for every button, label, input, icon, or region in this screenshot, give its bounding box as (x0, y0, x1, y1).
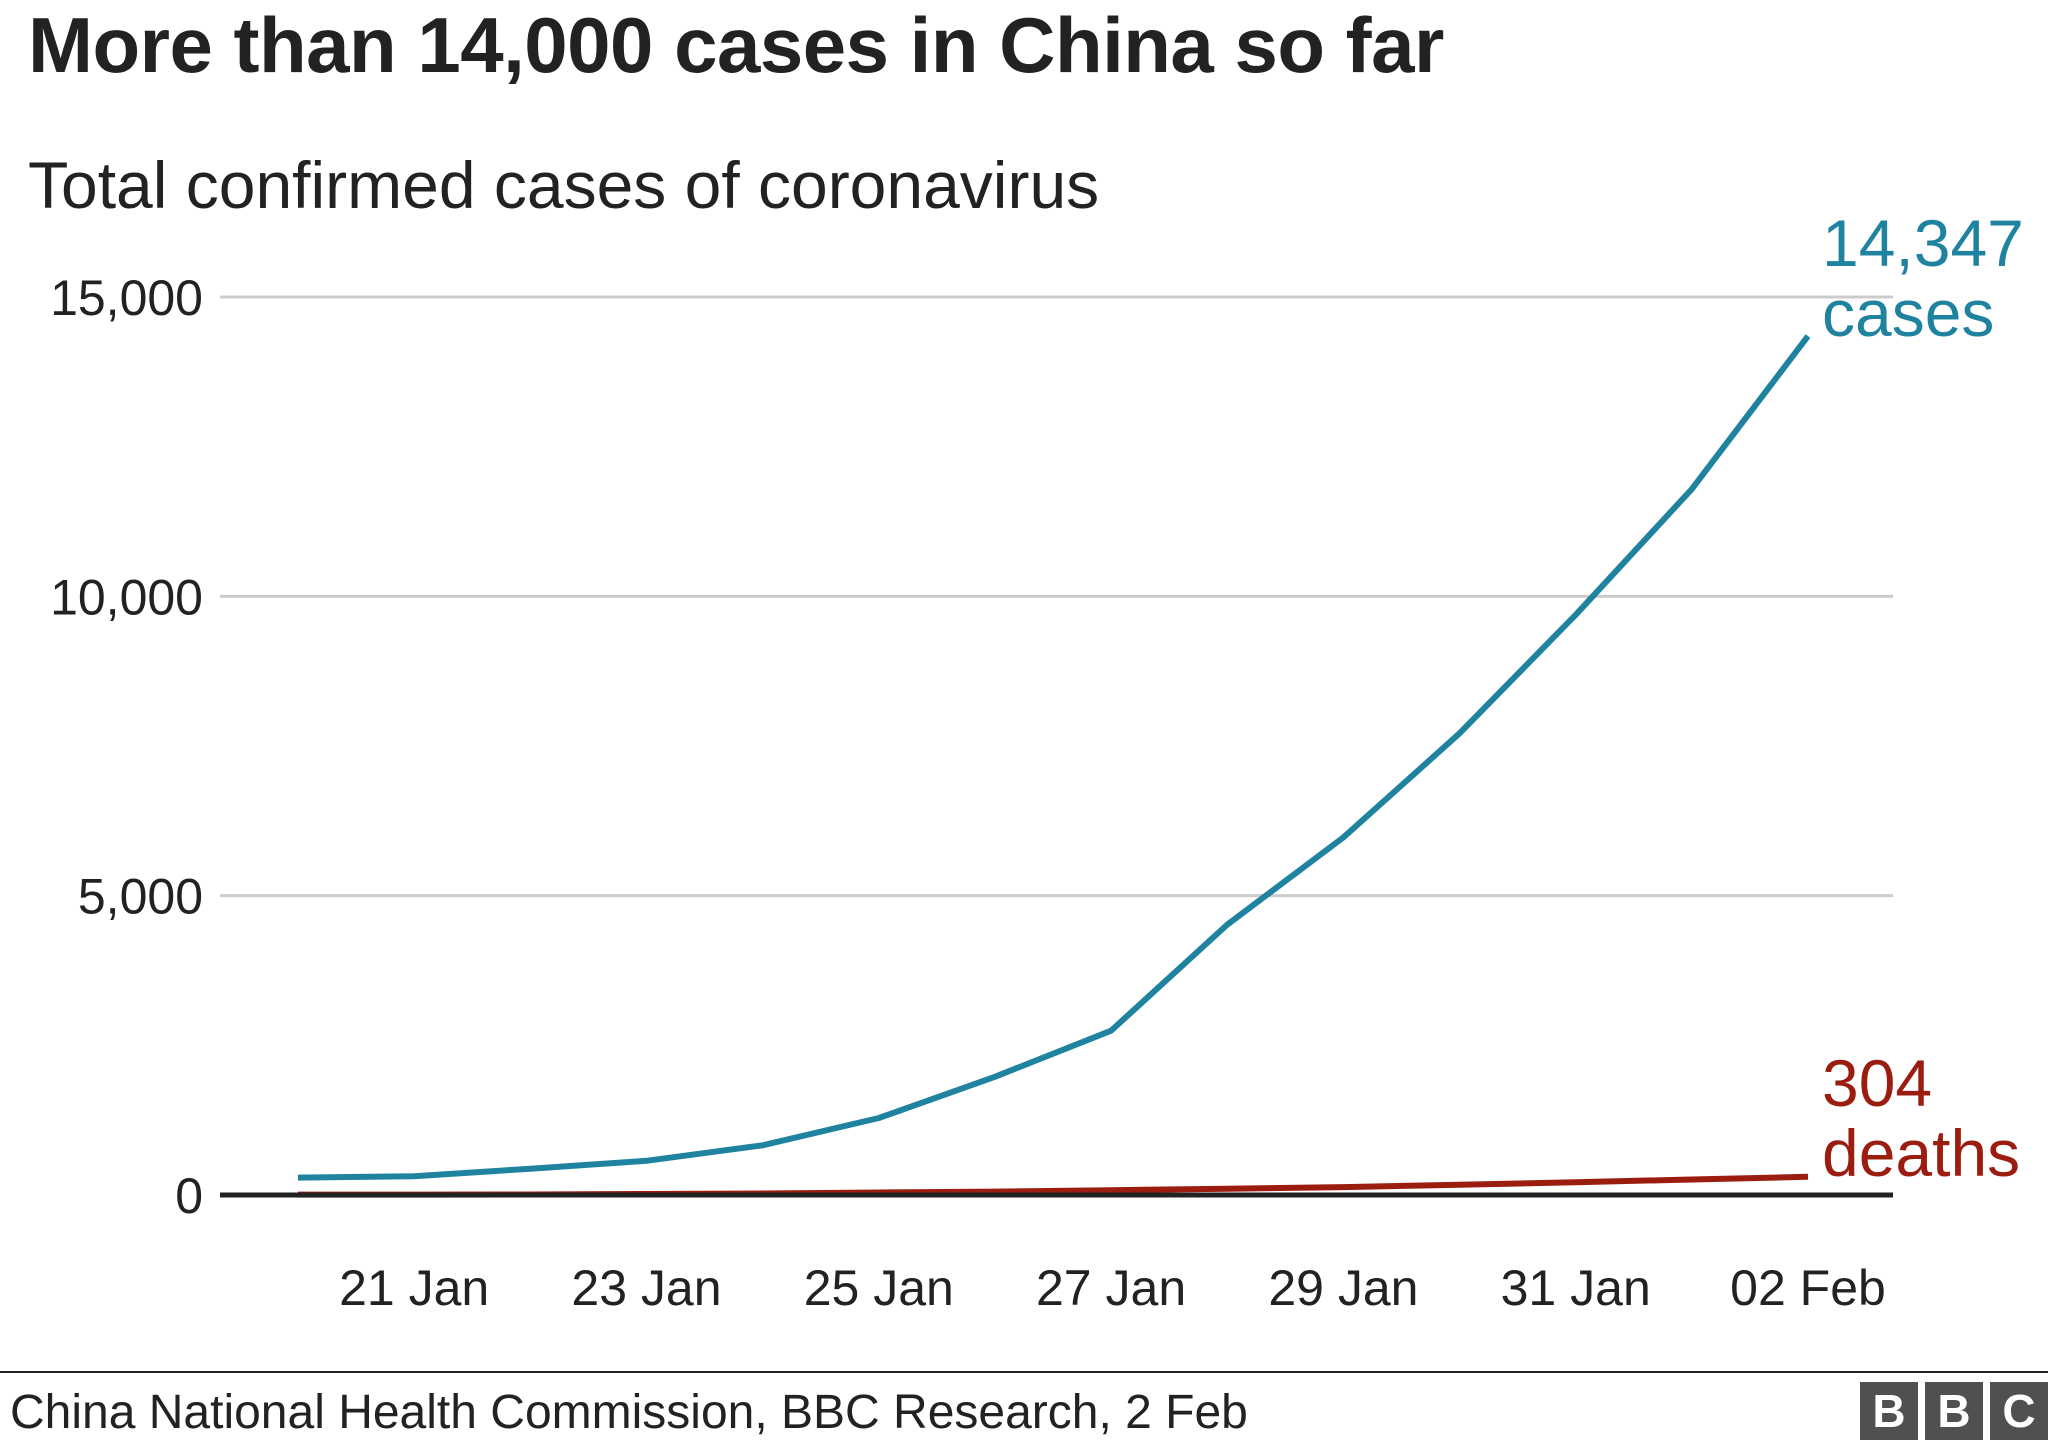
y-tick-label: 10,000 (50, 569, 203, 625)
y-tick-label: 5,000 (78, 869, 203, 925)
y-axis-ticks: 0 5,000 10,000 15,000 (50, 270, 203, 1224)
chart-subtitle: Total confirmed cases of coronavirus (28, 148, 1100, 222)
x-tick-label: 29 Jan (1268, 1260, 1418, 1316)
series-lines (220, 334, 1893, 1198)
logo-letter: C (1990, 1382, 2048, 1440)
gridlines (220, 295, 1893, 898)
deaths-value-label: 304 (1822, 1046, 1932, 1120)
logo-letter: B (1860, 1382, 1918, 1440)
x-tick-label: 27 Jan (1036, 1260, 1186, 1316)
bbc-logo: B B C (1860, 1382, 2048, 1440)
logo-letter: B (1925, 1382, 1983, 1440)
x-tick-label: 31 Jan (1501, 1260, 1651, 1316)
x-axis-ticks: 21 Jan 23 Jan 25 Jan 27 Jan 29 Jan 31 Jan 02 F… (339, 1260, 1886, 1316)
x-tick-label: 25 Jan (804, 1260, 954, 1316)
x-tick-label: 23 Jan (571, 1260, 721, 1316)
x-tick-label: 21 Jan (339, 1260, 489, 1316)
x-tick-label: 02 Feb (1730, 1260, 1886, 1316)
cases-value-label: 14,347 (1822, 206, 2024, 280)
series-line-cases (297, 334, 1811, 1181)
cases-unit-label: cases (1822, 276, 1994, 350)
source-note: China National Health Commission, BBC Re… (10, 1386, 1248, 1439)
footer-divider (0, 1371, 2048, 1373)
y-tick-label: 15,000 (50, 270, 203, 326)
y-tick-label: 0 (175, 1168, 203, 1224)
chart-title: More than 14,000 cases in China so far (28, 1, 1444, 89)
deaths-unit-label: deaths (1822, 1116, 2020, 1190)
